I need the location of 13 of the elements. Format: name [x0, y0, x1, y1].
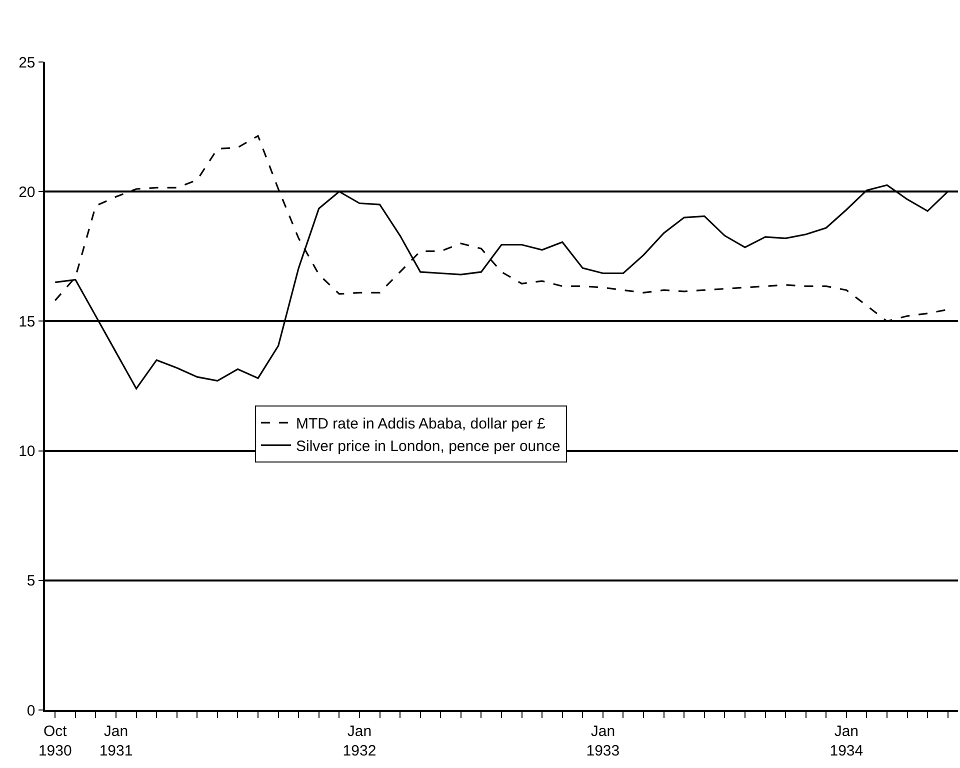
x-tick-label: Jan 1934 [830, 722, 864, 760]
y-tick-label: 5 [26, 572, 36, 590]
legend-label: MTD rate in Addis Ababa, dollar per £ [296, 416, 546, 433]
y-tick-label: 20 [18, 184, 36, 201]
y-tick-label: 0 [26, 702, 36, 720]
x-tick-label: Jan 1931 [99, 722, 133, 760]
x-tick-label: Oct 1930 [38, 722, 72, 760]
legend-label: Silver price in London, pence per ounce [296, 438, 560, 456]
y-tick-label: 10 [18, 443, 36, 460]
x-tick-label: Jan 1932 [342, 722, 376, 760]
y-tick-label: 15 [18, 313, 36, 330]
x-tick-label: Jan 1933 [586, 722, 620, 760]
y-tick-label: 25 [18, 54, 36, 72]
